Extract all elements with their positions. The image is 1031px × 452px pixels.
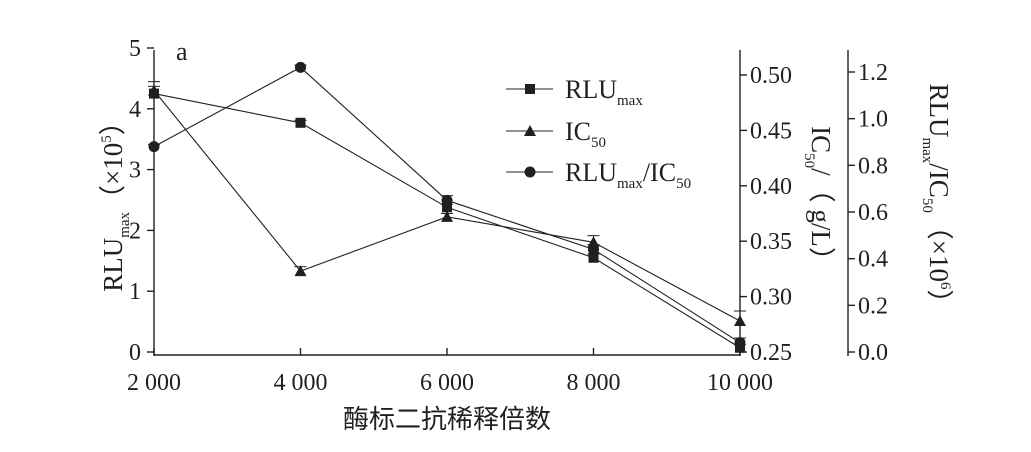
- right1-tick-label: 0.25: [750, 340, 792, 366]
- data-point-circle: [295, 61, 306, 73]
- right2-tick-label: 0.4: [858, 247, 888, 273]
- left-tick-label: 5: [129, 36, 141, 62]
- legend: RLUmax IC50 RLUmax/IC50: [506, 75, 691, 192]
- legend-marker-square: [525, 84, 535, 94]
- x-tick-label: 4 000: [274, 370, 328, 396]
- data-point-square: [442, 202, 452, 213]
- x-tick-label: 6 000: [420, 370, 474, 396]
- right2-label-mid: /IC: [924, 163, 954, 198]
- right1-label-main: IC: [806, 126, 836, 153]
- data-point-square: [295, 117, 306, 128]
- legend-marker-triangle: [524, 125, 536, 136]
- right1-tick-label: 0.30: [750, 285, 792, 311]
- series-triangle: [148, 81, 746, 326]
- right2-tick-label: 1.0: [858, 107, 888, 133]
- right2-label-close: ）: [924, 290, 954, 317]
- right2-tick-label: 1.2: [858, 60, 888, 86]
- left-tick-label: 3: [129, 158, 141, 184]
- legend-item-square: RLUmax: [506, 75, 643, 109]
- right1-tick-label: 0.50: [750, 63, 792, 89]
- legend-label: RLUmax: [565, 75, 643, 109]
- left-label-main: RLU: [98, 238, 128, 292]
- right1-tick-label: 0.35: [750, 229, 792, 255]
- right2-tick-label: 0.2: [858, 293, 888, 319]
- data-point-circle: [588, 243, 599, 255]
- axis-ticks: 2 000 4 000 6 000 8 000 10 000 0 1 2 3 4 5 0.25 0.30…: [127, 36, 888, 396]
- series-circle: [148, 61, 746, 349]
- legend-marker-circle: [524, 166, 536, 178]
- right2-label-exp: 6: [937, 282, 953, 290]
- legend-label: RLUmax/IC50: [565, 158, 691, 192]
- data-point-triangle: [441, 210, 453, 222]
- left-label-unit: （×10: [98, 143, 128, 212]
- right1-label-unit: /（ g/L）: [806, 168, 836, 274]
- left-label-exp: 5: [99, 135, 115, 143]
- data-point-circle: [148, 141, 160, 153]
- right1-tick-label: 0.45: [750, 118, 792, 144]
- x-tick-label: 10 000: [707, 370, 773, 396]
- legend-item-triangle: IC50: [506, 117, 606, 151]
- right1-y-axis-label: IC50/（ g/L）: [801, 126, 836, 274]
- left-tick-label: 1: [129, 279, 141, 305]
- data-point-triangle: [148, 84, 160, 96]
- right2-label-unit: （×10: [924, 213, 954, 282]
- data-point-square: [588, 252, 599, 263]
- data-point-circle: [441, 194, 453, 206]
- x-tick-label: 8 000: [567, 370, 621, 396]
- data-point-circle: [734, 337, 746, 349]
- right1-label-sub: 50: [801, 153, 817, 168]
- panel-label: a: [176, 37, 188, 66]
- legend-item-circle: RLUmax/IC50: [506, 158, 691, 192]
- x-axis-label: 酶标二抗稀释倍数: [343, 405, 551, 434]
- left-y-axis-label: RLUmax（×105）: [98, 108, 133, 292]
- x-tick-label: 2 000: [127, 370, 181, 396]
- right2-tick-label: 0.8: [858, 153, 888, 179]
- right1-tick-label: 0.40: [750, 174, 792, 200]
- right2-tick-label: 0.0: [858, 340, 888, 366]
- right2-label-sub: max: [919, 137, 935, 163]
- right2-tick-label: 0.6: [858, 200, 888, 226]
- left-tick-label: 0: [129, 340, 141, 366]
- right2-label-sub2: 50: [919, 198, 935, 213]
- left-tick-label: 4: [129, 97, 141, 123]
- series-layer: [148, 61, 746, 353]
- left-label-sub: max: [117, 211, 133, 237]
- right2-y-axis-label: RLUmax/IC50（×106）: [919, 83, 954, 316]
- data-point-triangle: [294, 265, 307, 277]
- legend-label: IC50: [565, 117, 606, 151]
- data-point-triangle: [734, 314, 746, 326]
- left-tick-label: 2: [129, 218, 141, 244]
- right2-label-main: RLU: [924, 83, 954, 137]
- left-label-close: ）: [98, 108, 128, 135]
